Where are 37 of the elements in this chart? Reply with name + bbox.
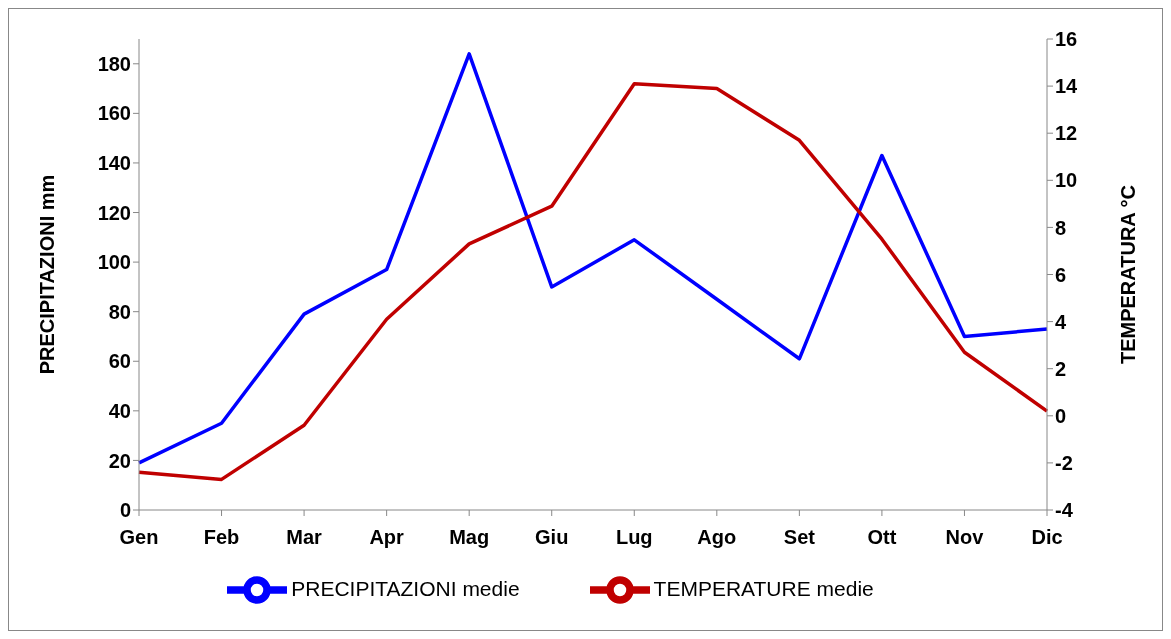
x-tick-label: Set xyxy=(783,526,816,549)
y-tick-label: 60 xyxy=(108,350,131,373)
y2-tick-label: -2 xyxy=(1055,452,1073,474)
y2-tick-label: 2 xyxy=(1055,357,1067,380)
y-tick-label: 80 xyxy=(108,300,131,323)
y-tick-label: 0 xyxy=(119,499,131,522)
y-tick-label: 100 xyxy=(97,251,131,274)
y-tick-label: 160 xyxy=(97,102,131,125)
y-tick-label: 120 xyxy=(97,201,131,224)
y2-tick-label: -4 xyxy=(1055,499,1074,522)
y2-tick-label: 16 xyxy=(1055,28,1078,51)
x-tick-label: Mag xyxy=(449,526,490,549)
x-tick-label: Feb xyxy=(203,526,240,549)
y-tick-label: 140 xyxy=(97,152,131,175)
x-tick-label: Lug xyxy=(615,526,653,549)
y2-tick-label: 12 xyxy=(1055,122,1078,145)
y-axis-title: PRECIPITAZIONI mm xyxy=(36,174,59,375)
y-tick-label: 20 xyxy=(108,449,131,472)
y2-tick-label: 0 xyxy=(1055,404,1067,427)
x-tick-label: Ago xyxy=(697,526,737,549)
x-tick-label: Ott xyxy=(867,526,897,549)
y2-tick-label: 6 xyxy=(1055,263,1067,286)
legend-label: PRECIPITAZIONI medie xyxy=(291,576,520,600)
y2-tick-label: 8 xyxy=(1055,216,1067,239)
legend-label: TEMPERATURE medie xyxy=(653,576,874,600)
y2-tick-label: 10 xyxy=(1055,169,1078,192)
x-tick-label: Giu xyxy=(535,526,569,549)
y2-tick-label: 14 xyxy=(1055,75,1079,98)
x-tick-label: Gen xyxy=(119,526,159,549)
x-tick-label: Nov xyxy=(945,526,985,549)
x-tick-label: Mar xyxy=(286,526,323,549)
x-tick-label: Apr xyxy=(369,526,405,549)
y-tick-label: 180 xyxy=(97,52,131,75)
y2-tick-label: 4 xyxy=(1055,310,1067,333)
x-tick-label: Dic xyxy=(1031,526,1063,549)
y-tick-label: 40 xyxy=(108,399,131,422)
y2-axis-title: TEMPERATURA °C xyxy=(1117,184,1140,365)
